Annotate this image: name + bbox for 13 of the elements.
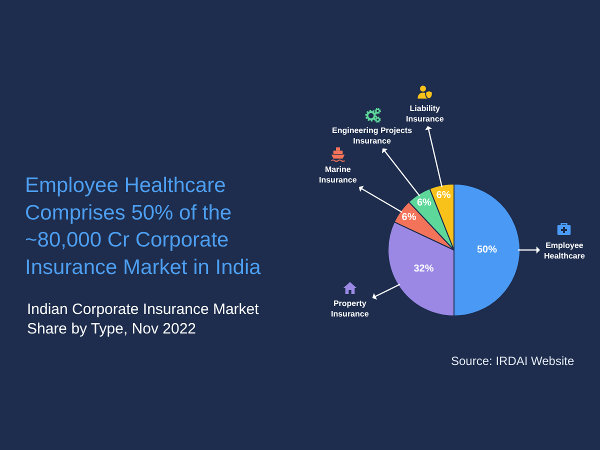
- slice-label: Liability Insurance: [406, 104, 444, 124]
- data-label: 32%: [414, 264, 434, 275]
- text: Employee Healthcare Comprises 50% of the ~80,000 Cr Corporate Insurance Market in India: [25, 174, 262, 279]
- text: Indian Corporate Insurance Market Share by Type, Nov 2022: [27, 301, 260, 338]
- data-label: 6%: [416, 198, 432, 209]
- slice-label: Marine Insurance: [319, 165, 358, 184]
- slice-label: Engineering Projects Insurance: [332, 126, 413, 146]
- slice-label: Employee Healthcare: [544, 241, 586, 260]
- data-label: 50%: [476, 244, 498, 256]
- data-label: 6%: [402, 212, 416, 223]
- slice-label: Property Insurance: [331, 299, 370, 318]
- data-label: 6%: [436, 190, 451, 201]
- source-note: Source: IRDAI Website: [451, 354, 574, 368]
